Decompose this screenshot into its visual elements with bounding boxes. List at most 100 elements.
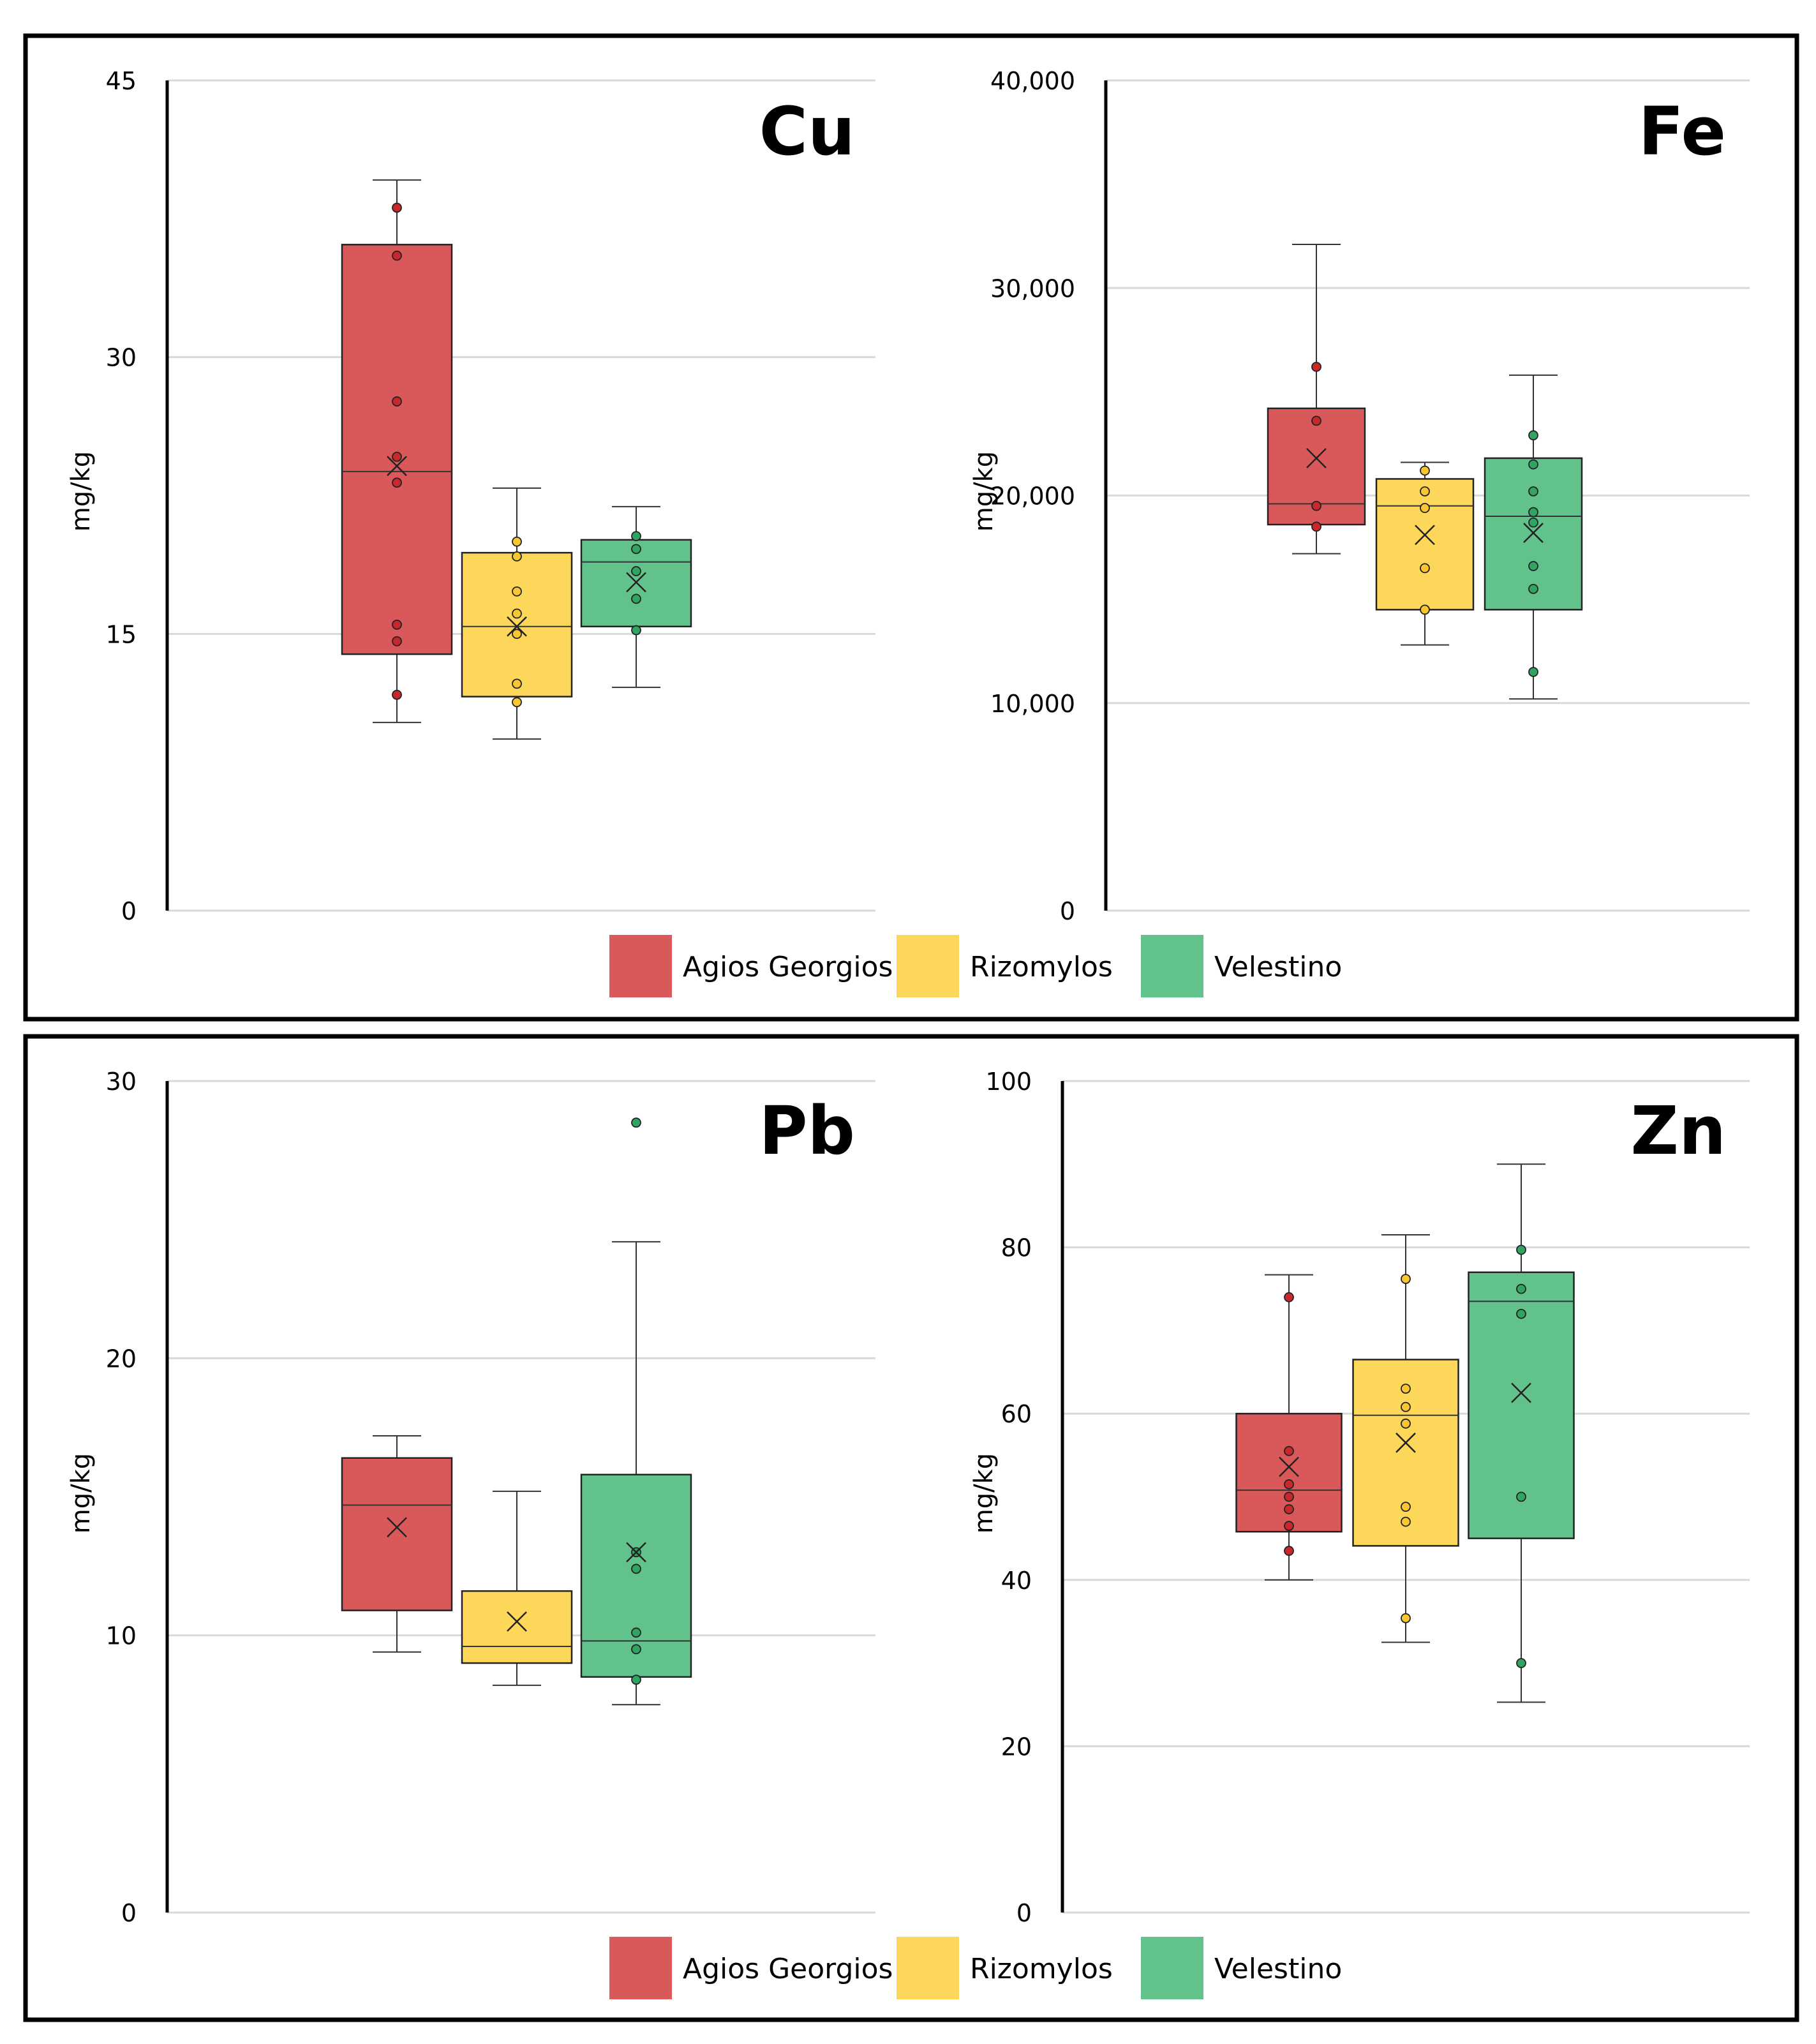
box-iqr (341, 1457, 453, 1611)
mean-marker (507, 616, 527, 637)
y-tick-label: 40,000 (990, 67, 1075, 95)
mean-marker (387, 456, 407, 477)
data-point (631, 1627, 641, 1638)
data-point (1311, 521, 1321, 532)
data-point (1528, 561, 1538, 571)
mean-marker (507, 1611, 527, 1632)
y-tick-label: 60 (1001, 1400, 1032, 1428)
box-iqr (461, 1590, 573, 1664)
data-point (1528, 486, 1538, 496)
y-tick-label: 0 (121, 1899, 137, 1927)
legend-swatch-agios-georgios (609, 1937, 672, 1999)
data-point (1420, 486, 1430, 496)
y-tick-label: 0 (121, 897, 137, 925)
box-velestino (1484, 374, 1583, 700)
data-point (631, 544, 641, 555)
y-tick-label: 0 (1016, 1899, 1032, 1927)
y-axis-label: mg/kg (66, 1453, 96, 1533)
y-axis-label: mg/kg (969, 1453, 999, 1533)
legend-label-agios-georgios: Agios Georgios (683, 951, 893, 983)
data-point (1401, 1502, 1411, 1512)
data-point (1401, 1613, 1411, 1623)
data-point (1284, 1504, 1294, 1514)
data-point (512, 697, 522, 708)
data-point (512, 678, 522, 689)
data-point (512, 629, 522, 639)
legend-swatch-velestino (1141, 1937, 1203, 1999)
mean-marker (1279, 1456, 1299, 1477)
data-point (631, 1644, 641, 1655)
mean-marker (1395, 1432, 1416, 1453)
data-point (1528, 583, 1538, 594)
box-iqr (1235, 1412, 1343, 1533)
data-point (1401, 1384, 1411, 1394)
bottom-panel-frame (23, 1034, 1799, 2022)
data-point (1401, 1274, 1411, 1285)
y-tick-label: 15 (106, 620, 137, 648)
data-point (1284, 1546, 1294, 1556)
data-point (631, 566, 641, 576)
box-rizomylos (461, 487, 573, 740)
data-point (631, 1563, 641, 1574)
data-point (1311, 361, 1321, 372)
data-point (631, 531, 641, 542)
data-point (1420, 604, 1430, 615)
data-point (631, 1675, 641, 1685)
data-point (1420, 563, 1430, 574)
legend-swatch-rizomylos (897, 1937, 959, 1999)
data-point (1311, 500, 1321, 511)
mean-marker-stroke (626, 572, 646, 593)
data-point (631, 593, 641, 604)
data-point (1284, 1521, 1294, 1532)
y-tick-label: 20 (1001, 1733, 1032, 1761)
chart-title: Zn (1631, 1092, 1726, 1170)
mean-marker-stroke (1395, 1432, 1416, 1453)
box-iqr (580, 1473, 692, 1678)
data-point (512, 551, 522, 562)
legend-bottom: Agios Georgios Rizomylos Velestino (609, 1937, 1342, 1999)
mean-marker-stroke (1523, 523, 1544, 543)
box-velestino (1468, 1163, 1575, 1703)
y-tick-label: 40 (1001, 1567, 1032, 1595)
mean-marker (1523, 523, 1544, 543)
mean-marker-stroke (1415, 525, 1435, 546)
box-agios-georgios (1267, 243, 1366, 555)
legend-label-rizomylos: Rizomylos (970, 1953, 1113, 1985)
y-tick-label: 0 (1060, 897, 1075, 925)
chart-zn: 0 20 40 60 80 100 Zn mg/kg (969, 1068, 1750, 1927)
data-point (512, 536, 522, 547)
y-tick-label: 80 (1001, 1234, 1032, 1262)
data-point (1528, 459, 1538, 470)
data-point (1516, 1491, 1526, 1502)
mean-marker-stroke (507, 616, 527, 637)
data-point (1284, 1445, 1294, 1456)
chart-cu: 0 15 30 45 Cu mg/kg (66, 67, 875, 925)
data-point (1401, 1516, 1411, 1527)
y-axis-label: mg/kg (66, 451, 96, 532)
data-point (1420, 465, 1430, 476)
y-axis-label: mg/kg (969, 451, 999, 532)
data-point (1528, 507, 1538, 518)
data-point (631, 625, 641, 636)
data-point (1528, 430, 1538, 441)
mean-marker (626, 1542, 646, 1563)
mean-marker (626, 572, 646, 593)
mean-marker-stroke (626, 1542, 646, 1563)
mean-marker-stroke (507, 1611, 527, 1632)
mean-marker (1306, 448, 1327, 468)
mean-marker-stroke (387, 1517, 407, 1538)
data-point (1516, 1658, 1526, 1669)
data-point (1311, 415, 1321, 426)
data-point (392, 396, 402, 407)
data-point (1516, 1283, 1526, 1294)
box-rizomylos (1352, 1234, 1459, 1643)
legend-label-velestino: Velestino (1214, 1953, 1342, 1985)
data-point (392, 451, 402, 462)
data-point (392, 477, 402, 488)
legend-label-velestino: Velestino (1214, 951, 1342, 983)
data-point (631, 1117, 641, 1128)
box-agios-georgios (1235, 1274, 1343, 1581)
mean-marker (387, 1517, 407, 1538)
y-tick-label: 30 (106, 344, 137, 372)
